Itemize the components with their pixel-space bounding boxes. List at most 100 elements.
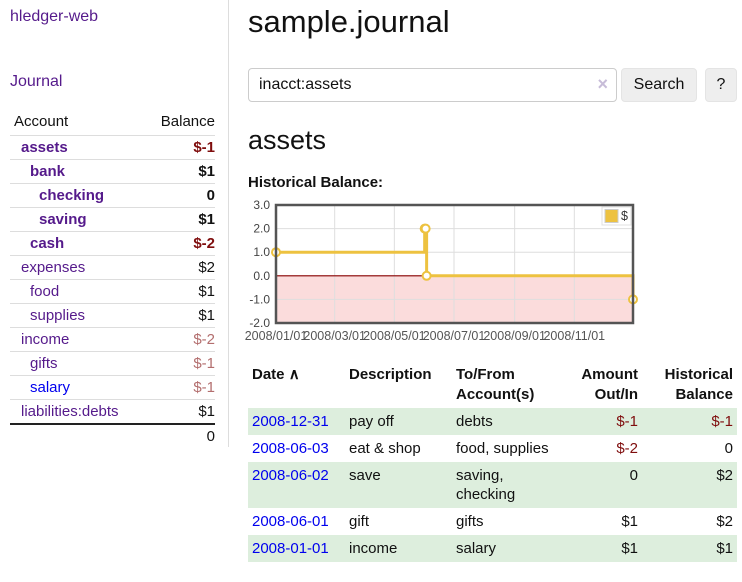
svg-text:0.0: 0.0 bbox=[253, 269, 270, 283]
sidebar-account-link[interactable]: cash bbox=[30, 235, 65, 252]
account-heading: assets bbox=[248, 125, 327, 155]
transaction-date-link[interactable]: 2008-06-01 bbox=[252, 513, 329, 530]
svg-text:2.0: 2.0 bbox=[253, 222, 270, 236]
transaction-accounts: gifts bbox=[456, 513, 484, 530]
accounts-header-account: Account bbox=[14, 113, 69, 130]
sidebar-account-link[interactable]: liabilities:debts bbox=[21, 403, 119, 420]
clear-search-icon[interactable]: × bbox=[597, 74, 608, 94]
register-row: 2008-01-01 income salary $1 $1 bbox=[248, 535, 737, 562]
account-row: food $1 bbox=[10, 279, 215, 304]
transaction-balance: $-1 bbox=[711, 413, 733, 430]
register-header-row: Date ∧ Description To/From Account(s) Am… bbox=[248, 362, 737, 408]
register-row: 2008-12-31 pay off debts $-1 $-1 bbox=[248, 408, 737, 435]
transaction-accounts: debts bbox=[456, 413, 493, 430]
account-row: cash $-2 bbox=[10, 231, 215, 256]
transaction-balance: $1 bbox=[716, 540, 733, 557]
register-header-accounts: To/From Account(s) bbox=[456, 366, 535, 403]
account-balance: $-1 bbox=[143, 351, 215, 376]
account-balance: 0 bbox=[143, 183, 215, 208]
account-balance: $-2 bbox=[143, 327, 215, 352]
transaction-date-link[interactable]: 2008-06-03 bbox=[252, 440, 329, 457]
app-title-link[interactable]: hledger-web bbox=[10, 8, 99, 25]
sidebar-account-link[interactable]: food bbox=[30, 283, 60, 300]
sidebar-account-link[interactable]: salary bbox=[30, 379, 71, 396]
sidebar-account-link[interactable]: expenses bbox=[21, 259, 86, 276]
help-button[interactable]: ? bbox=[705, 68, 737, 102]
account-balance: $-2 bbox=[143, 231, 215, 256]
account-balance: $1 bbox=[143, 207, 215, 232]
account-row: liabilities:debts $1 bbox=[10, 399, 215, 424]
main-content: sample.journal × Search ? assets Histori… bbox=[245, 0, 737, 582]
account-row: salary $-1 bbox=[10, 375, 215, 400]
transaction-date-link[interactable]: 2008-12-31 bbox=[252, 413, 329, 430]
register-row: 2008-06-01 gift gifts $1 $2 bbox=[248, 508, 737, 535]
account-balance: $-1 bbox=[143, 135, 215, 160]
sidebar-account-link[interactable]: assets bbox=[21, 139, 68, 156]
svg-text:1.0: 1.0 bbox=[253, 245, 270, 259]
register-header-amount: Amount Out/In bbox=[581, 366, 638, 403]
svg-text:-2.0: -2.0 bbox=[249, 316, 270, 330]
accounts-total: 0 bbox=[143, 423, 215, 448]
svg-text:3.0: 3.0 bbox=[253, 198, 270, 212]
register-header-balance: Historical Balance bbox=[664, 366, 733, 403]
transaction-amount: $1 bbox=[621, 540, 638, 557]
register-header-description: Description bbox=[349, 366, 432, 383]
sidebar-account-link[interactable]: bank bbox=[30, 163, 66, 180]
transaction-description: income bbox=[349, 540, 398, 557]
register-table: Date ∧ Description To/From Account(s) Am… bbox=[248, 362, 737, 562]
transaction-description: gift bbox=[349, 513, 370, 530]
transaction-amount: $-2 bbox=[616, 440, 638, 457]
account-row: expenses $2 bbox=[10, 255, 215, 280]
search-form: × Search ? bbox=[248, 68, 737, 102]
sidebar-account-link[interactable]: saving bbox=[39, 211, 87, 228]
accounts-table-body: assets $-1 bank $1 checking 0 saving $1 cash $-2 e… bbox=[10, 135, 215, 424]
svg-text:2008/05/01: 2008/05/01 bbox=[363, 329, 426, 343]
sidebar-account-link[interactable]: income bbox=[21, 331, 70, 348]
accounts-table-header: Account Balance bbox=[10, 112, 215, 136]
account-row: assets $-1 bbox=[10, 135, 215, 160]
account-balance: $1 bbox=[143, 159, 215, 184]
transaction-date-link[interactable]: 2008-06-02 bbox=[252, 467, 329, 484]
svg-text:2008/09/01: 2008/09/01 bbox=[483, 329, 546, 343]
search-button[interactable]: Search bbox=[621, 68, 697, 102]
account-row: supplies $1 bbox=[10, 303, 215, 328]
transaction-date-link[interactable]: 2008-01-01 bbox=[252, 540, 329, 557]
transaction-amount: 0 bbox=[629, 467, 638, 484]
account-row: saving $1 bbox=[10, 207, 215, 232]
transaction-amount: $-1 bbox=[616, 413, 638, 430]
svg-text:-1.0: -1.0 bbox=[249, 292, 270, 306]
account-row: gifts $-1 bbox=[10, 351, 215, 376]
account-row: income $-2 bbox=[10, 327, 215, 352]
svg-text:2008/07/01: 2008/07/01 bbox=[423, 329, 486, 343]
account-row: bank $1 bbox=[10, 159, 215, 184]
transaction-accounts: saving, checking bbox=[456, 467, 516, 503]
accounts-header-balance: Balance bbox=[160, 113, 215, 130]
account-balance: $1 bbox=[143, 399, 215, 424]
account-balance: $-1 bbox=[143, 375, 215, 400]
transaction-description: pay off bbox=[349, 413, 394, 430]
historical-balance-chart: 3.0 2.0 1.0 0.0 -1.0 -2.02008/01/012008/03/01… bbox=[245, 198, 638, 343]
transaction-accounts: food, supplies bbox=[456, 440, 549, 457]
register-row: 2008-06-02 save saving, checking 0 $2 bbox=[248, 462, 737, 508]
accounts-total-row: 0 bbox=[10, 423, 215, 448]
transaction-description: eat & shop bbox=[349, 440, 421, 457]
sidebar-account-link[interactable]: checking bbox=[39, 187, 105, 204]
transaction-balance: 0 bbox=[724, 440, 733, 457]
transaction-balance: $2 bbox=[716, 467, 733, 484]
register-row: 2008-06-03 eat & shop food, supplies $-2 0 bbox=[248, 435, 737, 462]
page-title: sample.journal bbox=[248, 4, 450, 39]
transaction-amount: $1 bbox=[621, 513, 638, 530]
transaction-balance: $2 bbox=[716, 513, 733, 530]
sidebar-item-journal[interactable]: Journal bbox=[10, 73, 63, 90]
register-table-body: 2008-12-31 pay off debts $-1 $-1 2008-06-03 ea… bbox=[248, 408, 737, 562]
sidebar-account-link[interactable]: gifts bbox=[30, 355, 58, 372]
svg-text:2008/01/01: 2008/01/01 bbox=[245, 329, 308, 343]
account-balance: $1 bbox=[143, 303, 215, 328]
accounts-table: Account Balance assets $-1 bank $1 checking 0… bbox=[10, 112, 215, 448]
register-header-date[interactable]: Date ∧ bbox=[252, 366, 300, 383]
svg-text:$: $ bbox=[621, 209, 628, 223]
svg-text:2008/03/01: 2008/03/01 bbox=[303, 329, 366, 343]
sidebar-account-link[interactable]: supplies bbox=[30, 307, 86, 324]
transaction-accounts: salary bbox=[456, 540, 497, 557]
search-input[interactable] bbox=[248, 68, 617, 102]
